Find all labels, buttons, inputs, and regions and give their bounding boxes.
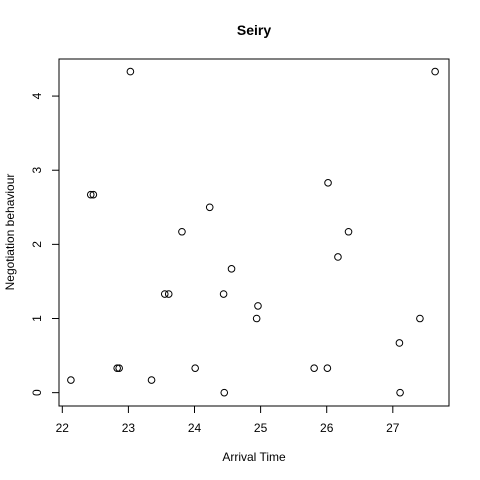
data-point xyxy=(191,364,199,372)
data-point xyxy=(254,302,262,310)
data-point xyxy=(227,265,236,273)
y-tick-label: 0 xyxy=(30,389,44,396)
data-point xyxy=(324,179,332,187)
y-axis-title: Negotiation behaviour xyxy=(3,174,17,291)
data-point xyxy=(344,227,353,236)
data-point xyxy=(416,314,424,323)
y-tick-label: 3 xyxy=(30,167,44,174)
chart-title: Seiry xyxy=(237,22,271,38)
data-point xyxy=(205,203,214,212)
x-axis: 22 23 24 25 26 27 xyxy=(56,405,400,435)
y-tick-label: 4 xyxy=(30,92,44,99)
data-points xyxy=(67,67,439,397)
x-tick-label: 26 xyxy=(320,421,334,435)
x-tick-label: 22 xyxy=(56,421,70,435)
data-point xyxy=(395,339,404,347)
data-point xyxy=(252,314,261,323)
x-tick-label: 25 xyxy=(254,421,268,435)
data-point xyxy=(178,227,186,236)
data-point xyxy=(86,190,95,199)
data-point xyxy=(396,388,404,397)
data-point xyxy=(113,364,121,372)
x-tick-label: 27 xyxy=(386,421,400,435)
data-point xyxy=(147,376,156,384)
x-tick-label: 24 xyxy=(188,421,202,435)
data-point xyxy=(115,364,123,372)
data-point xyxy=(164,290,173,298)
data-point xyxy=(126,67,135,76)
x-axis-title: Arrival Time xyxy=(222,450,286,464)
data-point xyxy=(67,376,75,384)
y-axis: 0 1 2 3 4 xyxy=(30,92,60,396)
data-point xyxy=(220,388,229,397)
data-point xyxy=(89,190,98,199)
data-point xyxy=(310,364,318,372)
data-point xyxy=(160,290,169,298)
y-tick-label: 2 xyxy=(30,241,44,248)
data-point xyxy=(431,67,439,76)
data-point xyxy=(219,290,228,298)
y-tick-label: 1 xyxy=(30,315,44,322)
x-tick-label: 23 xyxy=(122,421,136,435)
data-point xyxy=(334,253,342,261)
data-point xyxy=(323,364,332,372)
